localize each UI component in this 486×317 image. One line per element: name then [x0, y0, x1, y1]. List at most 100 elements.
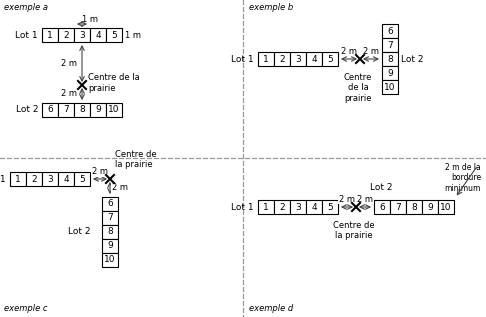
Text: 7: 7	[63, 106, 69, 114]
Bar	[290, 52, 306, 66]
Text: 7: 7	[387, 41, 393, 49]
Text: 2 m: 2 m	[61, 89, 77, 99]
Bar	[90, 28, 106, 42]
Text: Lot 2: Lot 2	[370, 183, 393, 192]
Text: 3: 3	[295, 55, 301, 63]
Text: 8: 8	[387, 55, 393, 63]
Text: 3: 3	[295, 203, 301, 211]
Bar	[58, 103, 74, 117]
Bar	[102, 197, 118, 211]
Text: 1: 1	[15, 174, 21, 184]
Text: 8: 8	[411, 203, 417, 211]
Text: 2: 2	[63, 30, 69, 40]
Text: 6: 6	[107, 199, 113, 209]
Text: 3: 3	[79, 30, 85, 40]
Text: exemple b: exemple b	[249, 3, 293, 12]
Text: 5: 5	[79, 174, 85, 184]
Text: 3: 3	[47, 174, 53, 184]
Bar	[438, 200, 454, 214]
Text: 4: 4	[311, 55, 317, 63]
Text: 6: 6	[47, 106, 53, 114]
Bar	[406, 200, 422, 214]
Bar	[258, 52, 274, 66]
Text: 2 m: 2 m	[357, 195, 373, 204]
Bar	[290, 200, 306, 214]
Bar	[26, 172, 42, 186]
Bar	[102, 239, 118, 253]
Text: 1: 1	[263, 203, 269, 211]
Text: 2 m de la
bordure
minimum: 2 m de la bordure minimum	[445, 163, 481, 193]
Text: 2 m: 2 m	[341, 47, 357, 55]
Text: 10: 10	[440, 203, 452, 211]
Bar	[390, 200, 406, 214]
Bar	[382, 66, 398, 80]
Text: 2: 2	[279, 203, 285, 211]
Bar	[274, 52, 290, 66]
Text: 5: 5	[111, 30, 117, 40]
Text: 1: 1	[263, 55, 269, 63]
Text: Lot 1: Lot 1	[0, 174, 6, 184]
Bar	[42, 103, 58, 117]
Bar	[74, 172, 90, 186]
Text: 10: 10	[384, 82, 396, 92]
Text: exemple c: exemple c	[4, 304, 48, 313]
Bar	[42, 172, 58, 186]
Text: Centre de
la prairie: Centre de la prairie	[333, 221, 375, 240]
Bar	[306, 52, 322, 66]
Text: 1: 1	[47, 30, 53, 40]
Bar	[374, 200, 390, 214]
Text: 4: 4	[63, 174, 69, 184]
Bar	[10, 172, 26, 186]
Bar	[306, 200, 322, 214]
Text: 2: 2	[279, 55, 285, 63]
Text: 2 m: 2 m	[112, 184, 128, 192]
Text: 5: 5	[327, 203, 333, 211]
Bar	[382, 38, 398, 52]
Text: Lot 1: Lot 1	[231, 203, 254, 211]
Text: 7: 7	[395, 203, 401, 211]
Text: Lot 2: Lot 2	[68, 228, 90, 236]
Text: 2 m: 2 m	[339, 195, 355, 204]
Bar	[382, 80, 398, 94]
Text: 6: 6	[379, 203, 385, 211]
Bar	[58, 28, 74, 42]
Bar	[102, 225, 118, 239]
Bar	[382, 52, 398, 66]
Bar	[322, 52, 338, 66]
Text: 9: 9	[427, 203, 433, 211]
Text: 1 m: 1 m	[82, 15, 98, 23]
Bar	[102, 253, 118, 267]
Text: exemple d: exemple d	[249, 304, 293, 313]
Text: 2: 2	[31, 174, 37, 184]
Text: 4: 4	[311, 203, 317, 211]
Text: Centre de
la prairie: Centre de la prairie	[115, 150, 156, 169]
Text: 8: 8	[79, 106, 85, 114]
Text: 2 m: 2 m	[363, 47, 379, 55]
Bar	[106, 103, 122, 117]
Bar	[274, 200, 290, 214]
Text: exemple a: exemple a	[4, 3, 48, 12]
Text: 9: 9	[387, 68, 393, 77]
Text: 2 m: 2 m	[92, 167, 108, 177]
Text: 8: 8	[107, 228, 113, 236]
Text: Lot 1: Lot 1	[231, 55, 254, 63]
Text: 10: 10	[108, 106, 120, 114]
Text: 6: 6	[387, 27, 393, 36]
Bar	[422, 200, 438, 214]
Bar	[382, 24, 398, 38]
Text: Lot 2: Lot 2	[401, 55, 423, 63]
Text: 5: 5	[327, 55, 333, 63]
Text: 9: 9	[95, 106, 101, 114]
Bar	[58, 172, 74, 186]
Bar	[90, 103, 106, 117]
Text: 4: 4	[95, 30, 101, 40]
Text: Lot 1: Lot 1	[16, 30, 38, 40]
Text: Centre
de la
prairie: Centre de la prairie	[344, 73, 372, 103]
Text: Centre de la
prairie: Centre de la prairie	[88, 73, 140, 93]
Bar	[42, 28, 58, 42]
Bar	[322, 200, 338, 214]
Bar	[74, 28, 90, 42]
Bar	[258, 200, 274, 214]
Text: 1 m: 1 m	[125, 30, 141, 40]
Text: 2 m: 2 m	[61, 59, 77, 68]
